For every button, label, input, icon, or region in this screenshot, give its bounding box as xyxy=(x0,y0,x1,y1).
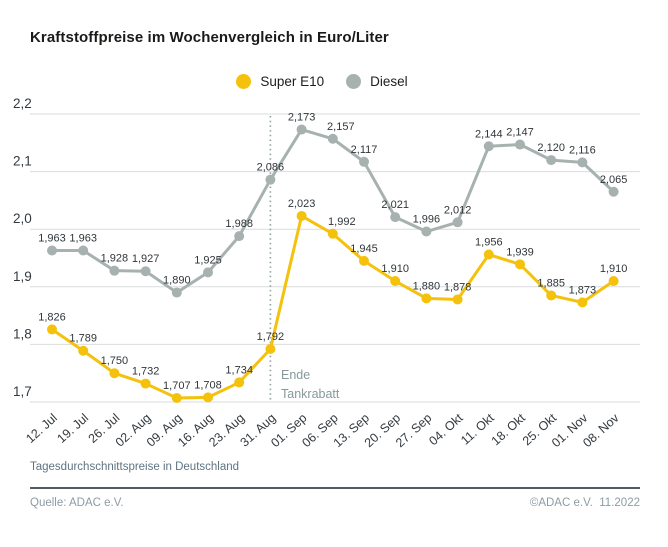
svg-text:1,910: 1,910 xyxy=(381,263,409,275)
svg-text:1,945: 1,945 xyxy=(350,243,378,255)
svg-text:1,963: 1,963 xyxy=(38,233,66,245)
svg-text:2,116: 2,116 xyxy=(569,144,596,156)
svg-text:2,120: 2,120 xyxy=(537,142,565,154)
legend-item-diesel: Diesel xyxy=(346,74,408,89)
svg-text:1,707: 1,707 xyxy=(163,380,191,392)
svg-text:1,7: 1,7 xyxy=(13,384,32,399)
svg-text:1,732: 1,732 xyxy=(132,366,160,378)
svg-text:1,910: 1,910 xyxy=(600,263,628,275)
svg-text:08. Nov: 08. Nov xyxy=(580,410,622,450)
svg-text:1,789: 1,789 xyxy=(69,333,97,345)
svg-text:2,012: 2,012 xyxy=(444,204,472,216)
copyright-notice: ©ADAC e.V. 11.2022 xyxy=(529,497,640,509)
annotation-line-2: Tankrabatt xyxy=(281,386,340,401)
svg-text:1,826: 1,826 xyxy=(38,311,66,323)
svg-text:1,885: 1,885 xyxy=(537,277,565,289)
svg-text:2,2: 2,2 xyxy=(13,96,32,111)
svg-text:1,939: 1,939 xyxy=(506,246,534,258)
svg-text:1,992: 1,992 xyxy=(328,216,356,228)
svg-text:1,9: 1,9 xyxy=(13,269,32,284)
svg-text:1,8: 1,8 xyxy=(13,326,32,341)
svg-text:1,792: 1,792 xyxy=(257,331,285,343)
svg-text:2,144: 2,144 xyxy=(475,128,503,140)
svg-text:1,963: 1,963 xyxy=(69,233,97,245)
vline-annotation: Ende Tankrabatt xyxy=(281,366,339,403)
svg-text:12. Jul: 12. Jul xyxy=(23,411,60,446)
svg-text:2,147: 2,147 xyxy=(506,127,534,139)
svg-text:2,0: 2,0 xyxy=(13,211,32,226)
svg-text:1,996: 1,996 xyxy=(413,214,441,226)
svg-text:2,086: 2,086 xyxy=(257,162,285,174)
legend-label: Super E10 xyxy=(260,74,325,89)
svg-text:19. Jul: 19. Jul xyxy=(54,411,91,446)
source-credit: Quelle: ADAC e.V. xyxy=(30,497,124,509)
svg-text:1,890: 1,890 xyxy=(163,275,191,287)
svg-text:1,734: 1,734 xyxy=(225,364,253,376)
chart-legend: Super E10 Diesel xyxy=(0,74,656,89)
legend-item-super-e10: Super E10 xyxy=(236,74,324,89)
svg-text:1,880: 1,880 xyxy=(413,280,441,292)
page-title: Kraftstoffpreise im Wochenvergleich in E… xyxy=(30,29,389,46)
chart-footnote: Tagesdurchschnittspreise in Deutschland xyxy=(30,461,240,473)
svg-text:18. Okt: 18. Okt xyxy=(489,410,529,448)
svg-text:1,878: 1,878 xyxy=(444,281,472,293)
svg-text:1,708: 1,708 xyxy=(194,379,222,391)
svg-text:2,065: 2,065 xyxy=(600,174,628,186)
legend-label: Diesel xyxy=(370,74,408,89)
svg-text:1,925: 1,925 xyxy=(194,254,222,266)
svg-text:2,173: 2,173 xyxy=(288,112,316,124)
svg-text:2,021: 2,021 xyxy=(381,199,409,211)
svg-text:2,117: 2,117 xyxy=(351,144,378,156)
svg-text:1,988: 1,988 xyxy=(225,218,253,230)
svg-text:27. Sep: 27. Sep xyxy=(393,411,434,450)
footer-divider xyxy=(30,487,640,489)
svg-text:1,750: 1,750 xyxy=(101,355,129,367)
annotation-line-1: Ende xyxy=(281,368,311,382)
svg-text:04. Okt: 04. Okt xyxy=(426,410,466,448)
svg-text:2,157: 2,157 xyxy=(327,121,355,133)
svg-text:1,956: 1,956 xyxy=(475,237,503,249)
svg-text:2,023: 2,023 xyxy=(288,198,316,210)
svg-text:1,873: 1,873 xyxy=(569,284,597,296)
super-e10-swatch-icon xyxy=(236,74,252,89)
svg-text:2,1: 2,1 xyxy=(13,154,32,169)
svg-text:1,927: 1,927 xyxy=(132,253,160,265)
svg-text:1,928: 1,928 xyxy=(101,253,129,265)
diesel-swatch-icon xyxy=(346,74,362,89)
